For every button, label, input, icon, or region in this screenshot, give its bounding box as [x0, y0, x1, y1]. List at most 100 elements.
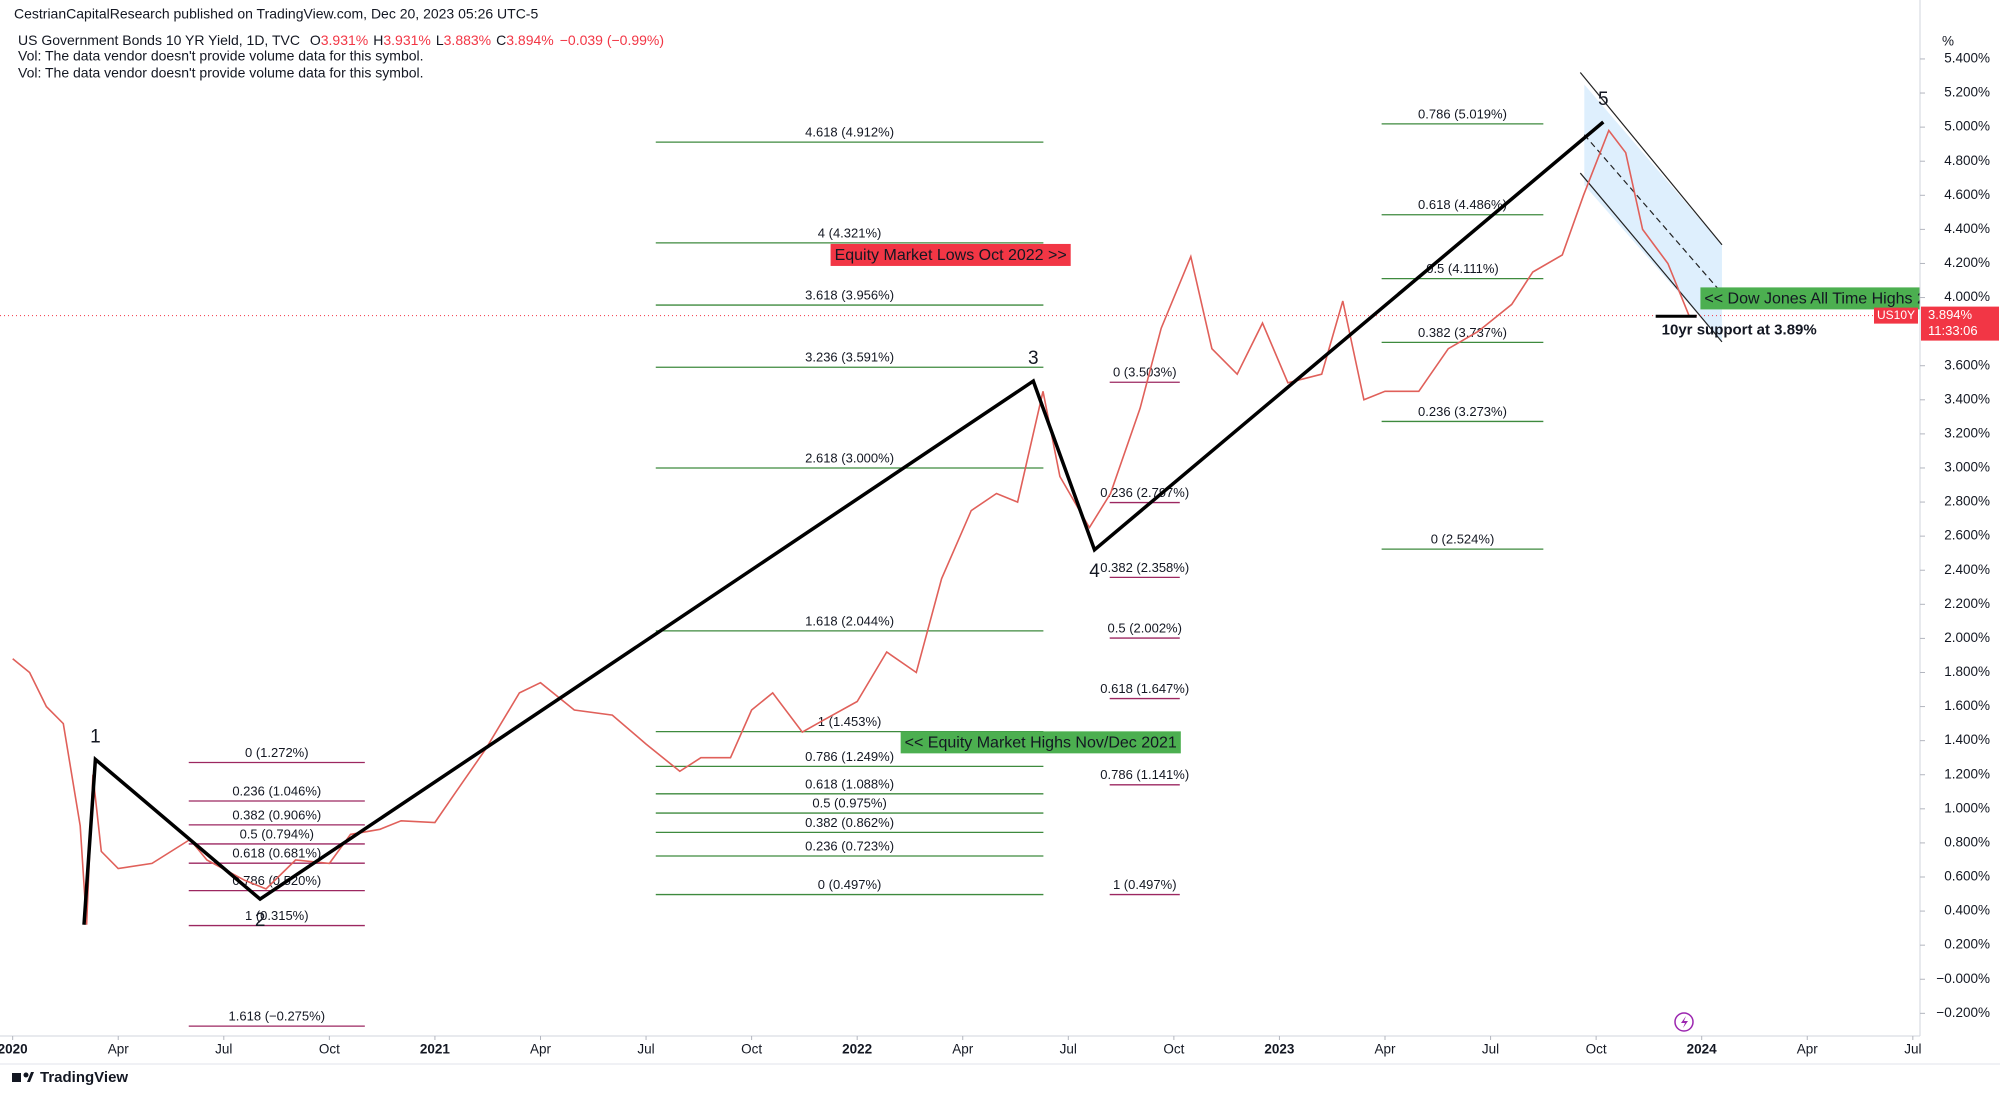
ohlc-key: H	[373, 32, 383, 48]
ohlc-key: C	[496, 32, 506, 48]
x-tick-label: Apr	[108, 1042, 130, 1057]
wave-label: 1	[90, 726, 101, 747]
fib-label: 0.236 (3.273%)	[1418, 404, 1507, 419]
volume-note: Vol: The data vendor doesn't provide vol…	[18, 65, 424, 81]
wave-line	[82, 120, 1605, 925]
y-tick-label: 2.800%	[1944, 494, 1990, 509]
y-tick-label: 1.400%	[1944, 732, 1990, 747]
ohlc-key: L	[436, 32, 444, 48]
y-tick-label: 4.000%	[1944, 289, 1990, 304]
y-tick-label: 4.400%	[1944, 221, 1990, 236]
wave-label: 3	[1028, 348, 1039, 369]
fib-label: 0.5 (0.975%)	[812, 796, 886, 811]
y-tick-label: 0.400%	[1944, 903, 1990, 918]
y-tick-label: 3.000%	[1944, 460, 1990, 475]
y-tick-label: 0.600%	[1944, 869, 1990, 884]
fib-label: 3.618 (3.956%)	[805, 287, 894, 302]
price-line	[12, 128, 1690, 925]
y-tick-label: 1.000%	[1944, 800, 1990, 815]
symbol-line: US Government Bonds 10 YR Yield, 1D, TVC…	[18, 32, 664, 48]
fib-label: 0.382 (0.906%)	[232, 807, 321, 822]
alert-icon[interactable]	[1674, 1012, 1694, 1032]
fib-label: 1.618 (−0.275%)	[229, 1009, 325, 1024]
x-tick-label: Jul	[1904, 1042, 1921, 1057]
fib-label: 0 (0.497%)	[818, 877, 882, 892]
y-tick-label: 5.400%	[1944, 51, 1990, 66]
support-label: 10yr support at 3.89%	[1662, 321, 1817, 338]
x-tick-label: 2024	[1687, 1042, 1718, 1057]
fib-label: 0.382 (3.737%)	[1418, 325, 1507, 340]
fib-label: 0.618 (1.647%)	[1100, 681, 1189, 696]
fib-label: 0 (3.503%)	[1113, 365, 1177, 380]
wave-label: 5	[1598, 89, 1609, 110]
fib-label: 0.5 (2.002%)	[1108, 620, 1182, 635]
change: −0.039 (−0.99%)	[560, 32, 664, 48]
y-tick-label: 4.800%	[1944, 153, 1990, 168]
last-price-label: 3.894%	[1928, 307, 1973, 322]
fib-label: 0.618 (1.088%)	[805, 776, 894, 791]
x-tick-label: 2023	[1264, 1042, 1295, 1057]
y-tick-label: 3.200%	[1944, 425, 1990, 440]
x-tick-label: Apr	[952, 1042, 974, 1057]
x-tick-label: 2020	[0, 1042, 28, 1057]
ohlc-value: 3.931%	[321, 32, 368, 48]
y-tick-label: 3.400%	[1944, 391, 1990, 406]
annotation-text: << Equity Market Highs Nov/Dec 2021	[905, 735, 1177, 752]
fib-label: 0.786 (1.249%)	[805, 749, 894, 764]
series-tag: US10Y	[1877, 308, 1915, 322]
y-tick-label: 4.200%	[1944, 255, 1990, 270]
fib-label: 0.236 (1.046%)	[232, 783, 321, 798]
x-tick-label: Oct	[319, 1042, 340, 1057]
fib-label: 0.382 (0.862%)	[805, 815, 894, 830]
y-tick-label: 2.200%	[1944, 596, 1990, 611]
y-tick-label: 1.200%	[1944, 766, 1990, 781]
x-tick-label: Jul	[1482, 1042, 1499, 1057]
fib-label: 0.236 (2.797%)	[1100, 485, 1189, 500]
fib-label: 0.618 (0.681%)	[232, 846, 321, 861]
wave-label: 4	[1089, 561, 1100, 582]
ohlc-value: 3.931%	[383, 32, 430, 48]
x-tick-label: Jul	[215, 1042, 232, 1057]
channel-lower	[1579, 172, 1723, 343]
x-tick-label: Apr	[530, 1042, 552, 1057]
ohlc-value: 3.894%	[506, 32, 553, 48]
fib-label: 0.786 (5.019%)	[1418, 106, 1507, 121]
annotation-text: << Dow Jones All Time Highs 2	[1704, 291, 1926, 308]
footer-logo	[12, 1072, 34, 1082]
annotation-text: Equity Market Lows Oct 2022 >>	[835, 247, 1067, 264]
fib-label: 1 (1.453%)	[818, 714, 882, 729]
y-tick-label: 0.800%	[1944, 834, 1990, 849]
fib-label: 3.236 (3.591%)	[805, 350, 894, 365]
plot-area: 0 (1.272%) 0.236 (1.046%) 0.382 (0.906%) 0.…	[0, 72, 1926, 1027]
annotation-box	[830, 243, 1071, 266]
annotation-box	[1700, 287, 1920, 310]
annotation-box	[900, 731, 1181, 754]
y-tick-label: 1.800%	[1944, 664, 1990, 679]
symbol: US Government Bonds 10 YR Yield, 1D, TVC	[18, 32, 300, 48]
fib-label: 1 (0.497%)	[1113, 877, 1177, 892]
fib-label: 4.618 (4.912%)	[805, 125, 894, 140]
ohlc-value: 3.883%	[444, 32, 491, 48]
last-price-time: 11:33:06	[1928, 323, 1978, 338]
x-tick-label: Jul	[1060, 1042, 1077, 1057]
y-tick-label: 5.000%	[1944, 119, 1990, 134]
x-tick-label: 2022	[842, 1042, 872, 1057]
x-tick-label: 2021	[420, 1042, 451, 1057]
publisher: CestrianCapitalResearch published on Tra…	[14, 6, 538, 22]
x-tick-label: Apr	[1374, 1042, 1396, 1057]
x-tick-label: Oct	[1163, 1042, 1184, 1057]
y-unit: %	[1942, 34, 1954, 49]
y-tick-label: 2.000%	[1944, 630, 1990, 645]
fib-label: 4 (4.321%)	[818, 225, 882, 240]
volume-note: Vol: The data vendor doesn't provide vol…	[18, 48, 424, 64]
fib-label: 2.618 (3.000%)	[805, 450, 894, 465]
fib-label: 0.5 (4.111%)	[1426, 261, 1499, 276]
fib-label: 0.236 (0.723%)	[805, 838, 894, 853]
wave-label: 2	[255, 910, 266, 931]
y-tick-label: 3.600%	[1944, 357, 1990, 372]
x-tick-label: Oct	[1586, 1042, 1607, 1057]
